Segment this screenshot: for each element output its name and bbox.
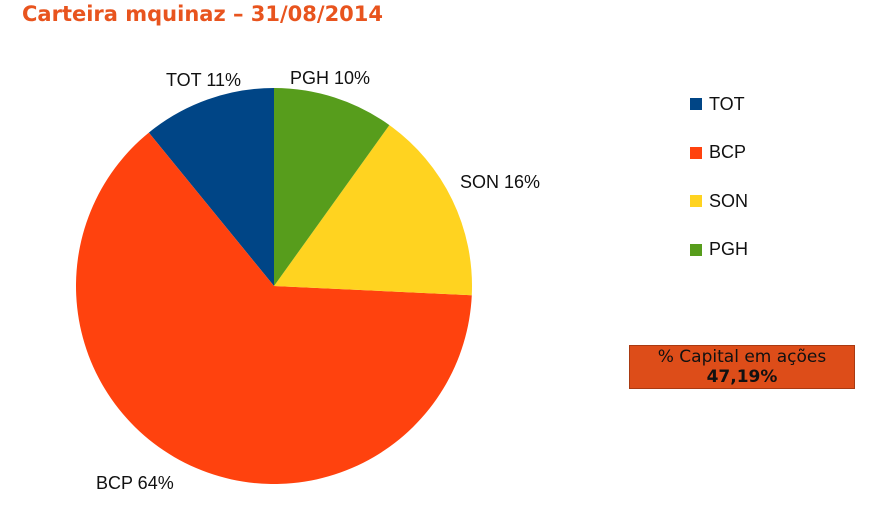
- capital-box: % Capital em ações 47,19%: [629, 345, 855, 389]
- legend-swatch-bcp: [690, 146, 702, 159]
- legend-swatch-tot: [690, 98, 702, 110]
- legend-item-son: SON: [690, 189, 748, 213]
- legend-swatch-pgh: [690, 243, 702, 256]
- pie-slice-pgh: [274, 88, 390, 286]
- pie-label-tot: TOT 11%: [166, 70, 241, 90]
- legend-label-tot: TOT: [709, 93, 745, 114]
- capital-label: % Capital em ações: [657, 347, 827, 367]
- pie-label-pgh: PGH 10%: [290, 68, 370, 88]
- pie-slice-tot: [148, 88, 274, 286]
- legend-swatch-son: [690, 195, 702, 207]
- pie-label-son: SON 16%: [460, 172, 540, 192]
- pie-slice-son: [274, 125, 472, 296]
- pie-label-bcp: BCP 64%: [96, 473, 174, 493]
- legend-item-tot: TOT: [690, 92, 748, 116]
- legend-item-bcp: BCP: [690, 141, 748, 165]
- pie-slice-bcp: [75, 132, 472, 484]
- legend-label-bcp: BCP: [709, 142, 747, 162]
- capital-value: 47,19%: [706, 367, 778, 387]
- legend: TOT BCP SON PGH: [690, 92, 748, 286]
- legend-label-son: SON: [709, 190, 749, 211]
- legend-item-pgh: PGH: [690, 238, 748, 262]
- legend-label-pgh: PGH: [709, 239, 749, 259]
- chart-title: Carteira mquinaz – 31/08/2014: [22, 2, 384, 26]
